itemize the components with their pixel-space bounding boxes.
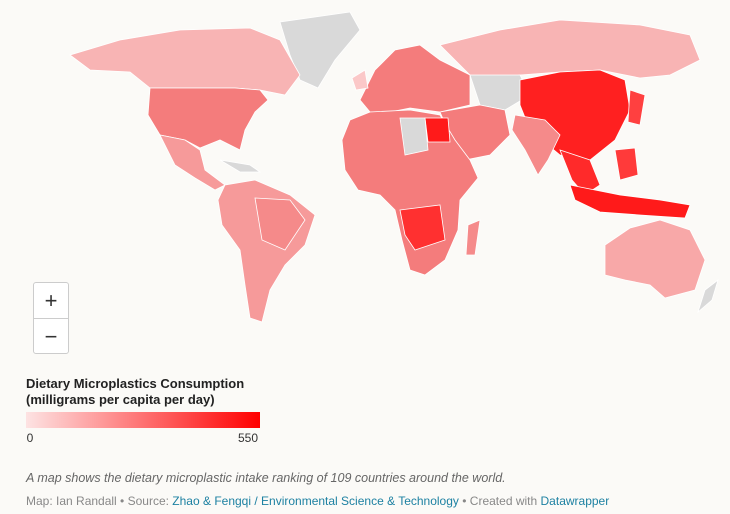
egypt [424,117,451,143]
legend-title-line: Dietary Microplastics Consumption [26,376,245,391]
credit-line: Map: Ian Randall • Source: Zhao & Fengqi… [26,494,609,508]
caribbean [219,159,262,173]
japan [627,89,646,126]
world-map [69,11,719,323]
central-asia [469,74,531,111]
caption: A map shows the dietary microplastic int… [26,471,506,485]
legend-tick-label: 550 [237,431,259,445]
russia [439,19,701,81]
greenland [279,11,361,89]
indonesia [569,184,691,219]
philippines [614,147,639,181]
zoom-in-button[interactable]: + [44,288,58,313]
credit-text: Map: Ian Randall • Source: [26,494,169,508]
credit-text: • Created with [462,494,538,508]
central-africa [399,204,446,251]
legend-tick-label: 0 [26,431,34,445]
canada [69,27,301,96]
legend-title: Dietary Microplastics Consumption (milli… [26,376,244,408]
tool-link[interactable]: Datawrapper [540,494,610,508]
zoom-control: + − [33,282,69,354]
madagascar [465,219,481,256]
uk [351,69,369,91]
legend-gradient [26,412,260,428]
source-link[interactable]: Zhao & Fengqi / Environmental Science & … [172,494,459,508]
australia [604,219,706,299]
new-zealand [697,278,719,314]
legend-title-line: (milligrams per capita per day) [26,392,215,407]
india [511,114,561,176]
zoom-out-button[interactable]: − [34,318,68,354]
libya [399,117,429,156]
brazil [254,197,306,251]
